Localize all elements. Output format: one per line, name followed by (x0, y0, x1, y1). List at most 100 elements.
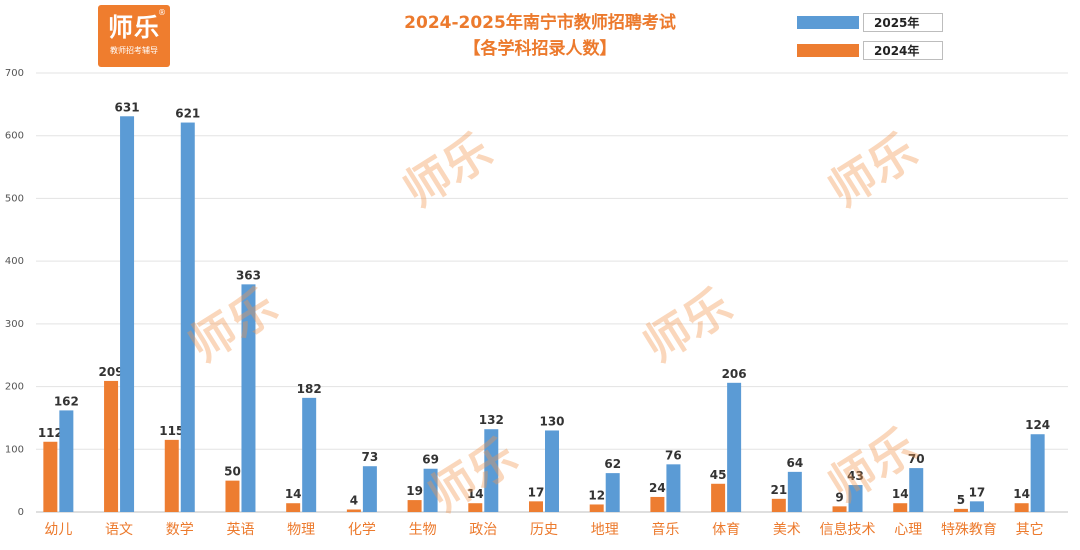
data-label: 62 (604, 457, 621, 471)
data-label: 631 (115, 100, 140, 114)
brand-logo: 师乐 教师招考辅导 ® (98, 5, 170, 67)
chart-subtitle: 【各学科招录人数】 (463, 39, 617, 59)
bar-2025 (120, 116, 135, 512)
category-label: 音乐 (651, 521, 679, 538)
bar-2025 (666, 464, 681, 512)
bar-2025 (605, 473, 620, 512)
legend-label-2024: 2024年 (863, 41, 943, 60)
bar-2025 (180, 122, 195, 513)
data-label: 69 (422, 453, 439, 467)
bar-2024 (286, 503, 301, 512)
data-label: 14 (1013, 487, 1030, 501)
bar-2025 (545, 430, 559, 512)
category-label: 信息技术 (820, 521, 876, 538)
data-label: 14 (285, 487, 302, 501)
bar-2024 (589, 504, 604, 512)
legend-swatch-2025 (797, 16, 859, 29)
data-label: 115 (159, 424, 184, 438)
data-label: 14 (892, 487, 909, 501)
data-label: 5 (957, 493, 965, 507)
logo-tagline: 教师招考辅导 (110, 46, 158, 55)
legend-swatch-2024 (797, 44, 859, 57)
category-label: 心理 (894, 522, 922, 538)
bar-2024 (1014, 503, 1029, 512)
bar-2024 (771, 498, 786, 512)
data-label: 162 (54, 394, 79, 408)
data-label: 21 (770, 483, 787, 497)
data-label: 9 (835, 490, 843, 504)
bar-2024 (43, 441, 58, 512)
y-tick-label: 700 (5, 68, 24, 79)
category-label: 物理 (287, 522, 315, 538)
bar-2025 (787, 471, 802, 512)
data-label: 4 (350, 493, 358, 507)
registered-mark: ® (158, 8, 166, 17)
category-label: 历史 (530, 522, 558, 538)
category-label: 特殊教育 (941, 522, 997, 538)
category-label: 政治 (469, 522, 497, 538)
bar-2024 (407, 500, 422, 512)
category-label: 体育 (712, 522, 740, 538)
bar-2024 (346, 509, 361, 512)
data-label: 206 (722, 367, 747, 381)
bar-2024 (711, 483, 726, 512)
bar-2024 (650, 496, 665, 512)
category-label: 数学 (166, 522, 194, 538)
data-label: 19 (406, 484, 423, 498)
bar-2025 (423, 468, 438, 512)
category-label: 美术 (773, 522, 801, 538)
data-label: 124 (1025, 418, 1050, 432)
bar-2025 (362, 466, 377, 512)
data-label: 182 (297, 382, 322, 396)
logo-text: 师乐 (107, 13, 160, 42)
category-label: 幼儿 (44, 522, 72, 538)
y-tick-label: 0 (18, 507, 24, 518)
data-label: 73 (362, 450, 379, 464)
data-label: 24 (649, 481, 666, 495)
y-tick-label: 400 (5, 256, 24, 267)
y-tick-label: 100 (5, 444, 24, 455)
data-label: 209 (99, 365, 124, 379)
bar-2025 (302, 397, 317, 512)
data-label: 64 (786, 456, 803, 470)
category-label: 其它 (1016, 521, 1044, 538)
bar-2024 (164, 439, 179, 512)
bar-2025 (59, 410, 74, 512)
bar-2024 (529, 501, 543, 512)
data-label: 70 (908, 452, 925, 466)
data-label: 76 (665, 448, 682, 462)
data-label: 17 (528, 485, 545, 499)
bar-2025 (848, 485, 863, 512)
category-label: 地理 (591, 522, 619, 538)
legend-label-2025: 2025年 (863, 13, 943, 32)
data-label: 14 (467, 487, 484, 501)
y-tick-label: 600 (5, 131, 24, 142)
bar-2025 (909, 468, 924, 512)
legend-item-2025: 2025年 (797, 13, 945, 33)
data-label: 45 (710, 468, 727, 482)
bar-2024 (832, 506, 847, 512)
category-label: 化学 (348, 522, 376, 538)
bar-2024 (468, 503, 483, 512)
data-label: 50 (224, 465, 241, 479)
bar-2024 (104, 380, 119, 512)
bar-2025 (727, 382, 742, 512)
category-label: 语文 (105, 522, 133, 538)
data-label: 621 (175, 107, 200, 121)
bar-2024 (893, 503, 908, 512)
y-tick-label: 200 (5, 382, 24, 393)
category-label: 生物 (409, 522, 437, 538)
data-label: 112 (38, 426, 63, 440)
data-label: 363 (236, 268, 261, 282)
bar-2025 (969, 501, 984, 512)
chart-title: 2024-2025年南宁市教师招聘考试 (404, 13, 676, 33)
legend-item-2024: 2024年 (797, 41, 945, 61)
data-label: 130 (539, 414, 564, 428)
y-tick-label: 300 (5, 319, 24, 330)
bar-2024 (225, 480, 240, 512)
data-label: 132 (479, 413, 504, 427)
data-label: 43 (847, 469, 864, 483)
data-label: 17 (969, 485, 986, 499)
data-label: 12 (588, 488, 605, 502)
